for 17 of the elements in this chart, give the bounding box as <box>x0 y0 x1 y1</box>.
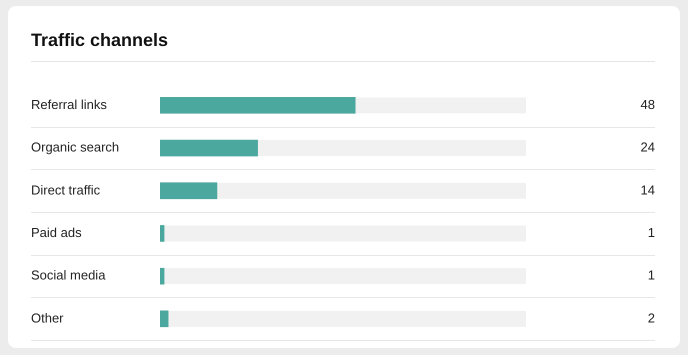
chart-title: Traffic channels <box>31 30 168 51</box>
data-label: 14 <box>640 182 655 198</box>
y-tick-label: Social media <box>31 268 106 283</box>
data-label: 2 <box>648 310 655 326</box>
data-label: 48 <box>640 96 655 112</box>
bar <box>160 310 168 328</box>
bar <box>160 268 164 284</box>
y-tick-label: Other <box>31 310 64 326</box>
y-tick-label: Direct traffic <box>31 182 101 198</box>
y-tick-label: Organic search <box>31 140 120 155</box>
bar <box>160 182 218 200</box>
data-label: 1 <box>648 225 655 240</box>
y-tick-label: Referral links <box>31 96 108 112</box>
bar <box>160 225 164 242</box>
data-label: 24 <box>640 140 655 155</box>
data-label: 1 <box>648 268 655 283</box>
y-tick-label: Paid ads <box>31 225 82 240</box>
